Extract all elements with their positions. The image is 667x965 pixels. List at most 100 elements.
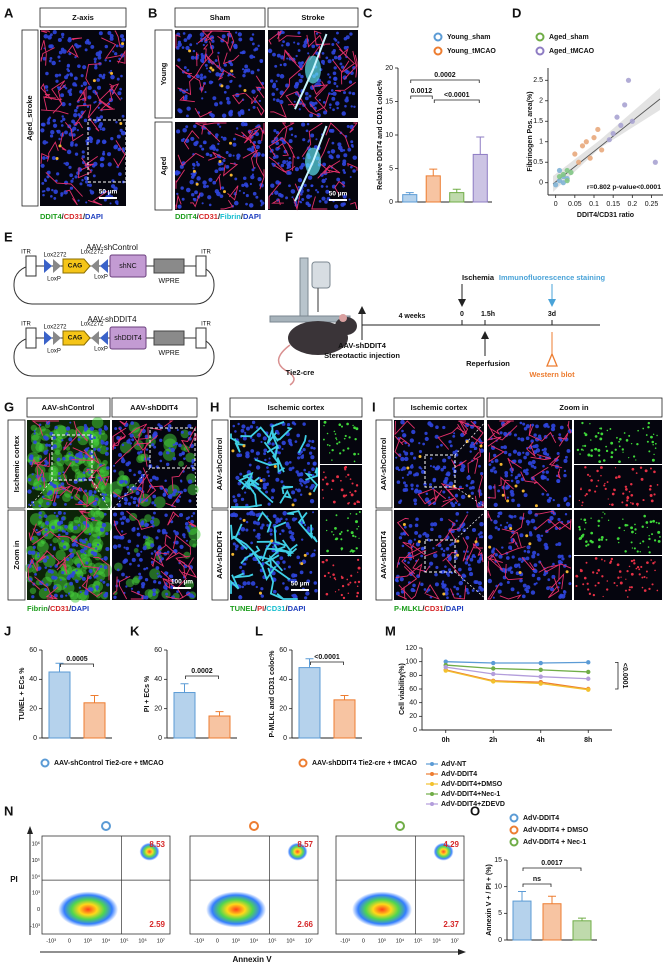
texture-vessel bbox=[273, 521, 287, 547]
texture-dot bbox=[621, 501, 624, 504]
texture-nucleus bbox=[176, 129, 181, 134]
texture-vessel bbox=[470, 420, 484, 446]
texture-blob bbox=[188, 538, 198, 548]
texture-nucleus bbox=[300, 162, 306, 167]
texture-vessel bbox=[43, 96, 63, 111]
texture-nucleus bbox=[237, 481, 242, 486]
texture-nucleus bbox=[66, 67, 70, 71]
texture-nucleus bbox=[323, 110, 328, 115]
texture-nucleus bbox=[70, 143, 74, 147]
texture-nucleus bbox=[152, 592, 157, 596]
texture-nucleus bbox=[104, 140, 107, 144]
texture-nucleus bbox=[157, 423, 161, 427]
texture-dot bbox=[617, 475, 621, 479]
texture-nucleus bbox=[113, 464, 116, 467]
texture-nucleus bbox=[76, 129, 79, 132]
texture-nucleus bbox=[458, 567, 462, 572]
texture-nucleus bbox=[169, 574, 174, 579]
texture-nucleus bbox=[533, 433, 537, 437]
texture-nucleus bbox=[266, 466, 269, 469]
texture-nucleus bbox=[544, 452, 548, 456]
texture-dot bbox=[355, 547, 358, 550]
texture-vessel bbox=[74, 486, 88, 506]
caption: DDIT4/CD31/Fibrin/DAPI bbox=[175, 212, 261, 221]
texture-dot bbox=[584, 528, 586, 530]
texture-blob bbox=[32, 568, 37, 574]
texture-nucleus bbox=[398, 536, 403, 540]
texture-dot bbox=[600, 536, 604, 539]
texture-nucleus bbox=[395, 456, 398, 459]
texture-nucleus bbox=[70, 179, 74, 183]
texture-coloc bbox=[270, 539, 274, 543]
itr bbox=[195, 327, 207, 349]
texture-nucleus bbox=[273, 136, 279, 142]
texture-nucleus bbox=[514, 475, 519, 479]
texture-nucleus bbox=[100, 156, 105, 162]
texture-nucleus bbox=[449, 543, 452, 547]
row-label: AAV-shDDIT4 bbox=[215, 530, 224, 579]
texture-nucleus bbox=[462, 528, 467, 532]
texture-vessel bbox=[528, 424, 534, 436]
texture-nucleus bbox=[546, 478, 550, 481]
texture-nucleus bbox=[264, 458, 267, 462]
caption-part: DAPI bbox=[446, 604, 464, 613]
texture-nucleus bbox=[109, 33, 114, 38]
caption-part: / bbox=[285, 604, 288, 613]
texture-nucleus bbox=[255, 465, 261, 470]
texture-nucleus bbox=[504, 525, 508, 530]
texture-dot bbox=[353, 452, 356, 456]
bar bbox=[402, 194, 418, 203]
caption-part: / bbox=[83, 212, 86, 221]
y-axis-label: P-MLKL and CD31 coloc% bbox=[269, 650, 276, 738]
texture-dot bbox=[649, 484, 652, 488]
texture-nucleus bbox=[200, 73, 203, 77]
texture-coloc bbox=[406, 466, 410, 470]
texture-nucleus bbox=[494, 458, 499, 463]
texture-dot bbox=[334, 578, 337, 581]
x-tick-label: 10⁴ bbox=[396, 937, 405, 944]
y-axis-label: Relative DDIT4 and CD31 coloc% bbox=[377, 79, 384, 189]
texture-nucleus bbox=[218, 167, 223, 172]
texture-nucleus bbox=[70, 496, 74, 499]
texture-nucleus bbox=[91, 164, 96, 168]
x-tick-label: -10³ bbox=[46, 938, 56, 944]
texture-vessel bbox=[225, 32, 235, 53]
point bbox=[595, 126, 601, 133]
texture-nucleus bbox=[255, 145, 260, 150]
texture-nucleus bbox=[31, 595, 35, 599]
texture-nucleus bbox=[447, 568, 452, 572]
texture-nucleus bbox=[193, 164, 196, 167]
texture-nucleus bbox=[188, 75, 191, 79]
texture-nucleus bbox=[214, 102, 219, 107]
insert bbox=[109, 254, 147, 278]
texture-nucleus bbox=[347, 147, 352, 152]
texture-blob bbox=[113, 590, 118, 596]
texture-nucleus bbox=[220, 38, 225, 43]
texture-vessel bbox=[557, 468, 561, 480]
texture-coloc bbox=[121, 42, 125, 46]
texture-nucleus bbox=[177, 490, 180, 494]
texture-nucleus bbox=[410, 483, 414, 487]
texture-nucleus bbox=[321, 178, 326, 184]
texture-nucleus bbox=[110, 69, 113, 72]
texture-nucleus bbox=[79, 538, 83, 543]
texture-dot bbox=[575, 584, 578, 588]
lox-site bbox=[100, 331, 108, 345]
texture-nucleus bbox=[96, 588, 99, 591]
texture-nucleus bbox=[285, 196, 288, 200]
texture-nucleus bbox=[187, 516, 191, 519]
y-tick-label: 20 bbox=[29, 706, 37, 713]
texture-coloc bbox=[528, 542, 532, 546]
texture-nucleus bbox=[81, 150, 85, 154]
texture-nucleus bbox=[79, 575, 83, 579]
y-tick-label: 10 bbox=[494, 884, 502, 891]
texture-nucleus bbox=[311, 44, 316, 49]
texture-nucleus bbox=[320, 173, 324, 177]
texture-nucleus bbox=[83, 118, 88, 123]
texture-nucleus bbox=[221, 113, 227, 118]
density bbox=[433, 842, 454, 861]
texture-nucleus bbox=[275, 517, 280, 522]
texture-vessel bbox=[334, 180, 346, 196]
texture-nucleus bbox=[432, 465, 436, 469]
texture-nucleus bbox=[314, 101, 318, 105]
